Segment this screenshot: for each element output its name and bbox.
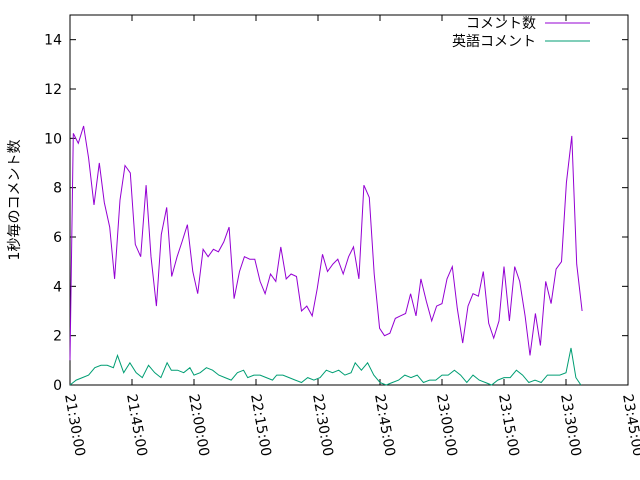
series-line-0 bbox=[69, 125, 583, 361]
y-tick-label: 14 bbox=[44, 33, 62, 49]
x-tick-label: 23:30:00 bbox=[557, 393, 584, 458]
x-tick-label: 22:00:00 bbox=[185, 393, 212, 458]
y-axis-label: 1秒毎のコメント数 bbox=[7, 140, 23, 261]
legend-label: コメント数 bbox=[466, 16, 536, 32]
y-tick-label: 10 bbox=[44, 131, 62, 147]
x-tick-label: 23:45:00 bbox=[619, 393, 640, 458]
x-axis: 21:30:00 21:45:00 22:00:00 22:15:00 22:30:00… bbox=[61, 15, 640, 458]
y-tick-label: 6 bbox=[53, 230, 62, 246]
x-tick-label: 21:30:00 bbox=[61, 393, 88, 458]
series-layer bbox=[69, 125, 583, 386]
series-line-1 bbox=[69, 347, 582, 386]
legend-label: 英語コメント bbox=[452, 33, 536, 50]
x-tick-label: 22:30:00 bbox=[309, 393, 336, 458]
x-tick-label: 23:15:00 bbox=[495, 393, 522, 458]
x-tick-label: 22:15:00 bbox=[247, 393, 274, 458]
y-tick-label: 12 bbox=[44, 82, 62, 98]
x-tick-label: 21:45:00 bbox=[123, 393, 150, 458]
x-tick-label: 23:00:00 bbox=[433, 393, 460, 458]
x-tick-label: 22:45:00 bbox=[371, 393, 398, 458]
y-tick-label: 2 bbox=[53, 329, 62, 345]
y-tick-label: 8 bbox=[53, 181, 62, 197]
y-tick-label: 0 bbox=[53, 378, 62, 394]
y-axis: 0 2 4 6 8 10 12 14 bbox=[44, 33, 628, 394]
plot-frame bbox=[69, 14, 629, 386]
y-tick-label: 4 bbox=[53, 279, 62, 295]
